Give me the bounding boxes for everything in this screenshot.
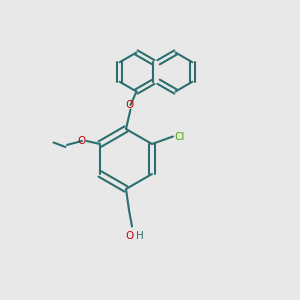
Text: O: O xyxy=(77,136,86,146)
Text: O: O xyxy=(125,100,133,110)
Text: O: O xyxy=(125,231,133,241)
Text: H: H xyxy=(136,231,143,241)
Text: Cl: Cl xyxy=(175,131,185,142)
